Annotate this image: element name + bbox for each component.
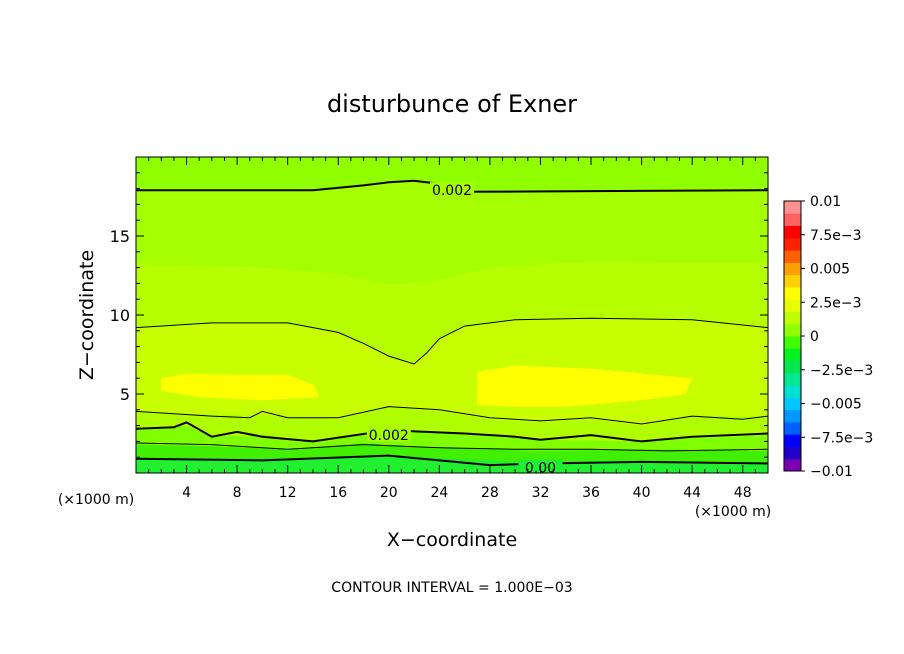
colorbar-label: 0 [810, 329, 819, 345]
contour-label: 0.002 [369, 428, 409, 444]
colorbar-label: 2.5e−3 [810, 295, 862, 311]
colorbar-swatch [784, 348, 801, 362]
x-tick-label: 32 [532, 485, 550, 501]
x-tick-label: 40 [633, 485, 651, 501]
x-tick-label: 8 [233, 485, 242, 501]
blob-left [161, 373, 320, 401]
contour-interval-note: CONTOUR INTERVAL = 1.000E−03 [331, 580, 572, 596]
y-axis-label: Z−coordinate [76, 250, 98, 380]
x-tick-label: 16 [329, 485, 347, 501]
colorbar-swatch [784, 446, 801, 460]
z-unit-label: (×1000 m) [58, 492, 134, 508]
y-tick-label: 15 [110, 227, 130, 246]
y-tick-label: 5 [120, 385, 130, 404]
colorbar: 0.01 7.5e−3 0.005 2.5e−3 0 −2.5e−3 −0.005 −7.5e… [783, 194, 873, 480]
colorbar-swatch [784, 201, 801, 214]
colorbar-label: 7.5e−3 [810, 228, 862, 244]
x-tick-label: 36 [582, 485, 600, 501]
colorbar-swatch [784, 372, 801, 386]
colorbar-swatch [784, 250, 801, 263]
contour-line-mid [136, 317, 768, 365]
colorbar-label: 0.005 [810, 262, 850, 278]
colorbar-label: −0.01 [810, 464, 853, 480]
contour-line-5 [136, 442, 768, 452]
colorbar-swatch [784, 434, 801, 447]
chart-title: disturbunce of Exner [327, 90, 577, 118]
colorbar-swatch [784, 336, 801, 349]
x-unit-label: (×1000 m) [695, 504, 771, 520]
colorbar-swatch [784, 274, 801, 288]
colorbar-label: −7.5e−3 [810, 430, 873, 446]
colorbar-swatch [784, 421, 801, 435]
blob-right [477, 365, 693, 407]
colorbar-label: 0.01 [810, 194, 841, 210]
x-tick-label: 20 [380, 485, 398, 501]
x-tick-label: 44 [683, 485, 701, 501]
colorbar-swatch [784, 262, 801, 276]
colorbar-swatch [784, 397, 801, 411]
colorbar-swatch [784, 323, 801, 337]
contour-line-3 [136, 406, 768, 425]
x-tick-label: 28 [481, 485, 499, 501]
colorbar-swatch [784, 385, 801, 398]
contour-label: 0.002 [432, 183, 472, 199]
colorbar-swatch [784, 311, 801, 325]
colorbar-swatch [784, 225, 801, 239]
colorbar-swatch [784, 237, 801, 251]
x-tick-label: 48 [734, 485, 752, 501]
y-tick-label: 10 [110, 306, 130, 325]
colorbar-swatch [784, 360, 801, 374]
colorbar-swatch [784, 458, 801, 472]
x-tick-label: 4 [182, 485, 191, 501]
colorbar-swatch [784, 409, 801, 423]
colorbar-label: −2.5e−3 [810, 363, 873, 379]
x-axis-label: X−coordinate [387, 529, 517, 551]
x-tick-label: 24 [430, 485, 448, 501]
colorbar-label: −0.005 [810, 397, 862, 413]
colorbar-swatch [784, 299, 801, 312]
colorbar-swatch [784, 213, 801, 227]
colorbar-swatch [784, 286, 801, 300]
x-tick-label: 12 [279, 485, 297, 501]
